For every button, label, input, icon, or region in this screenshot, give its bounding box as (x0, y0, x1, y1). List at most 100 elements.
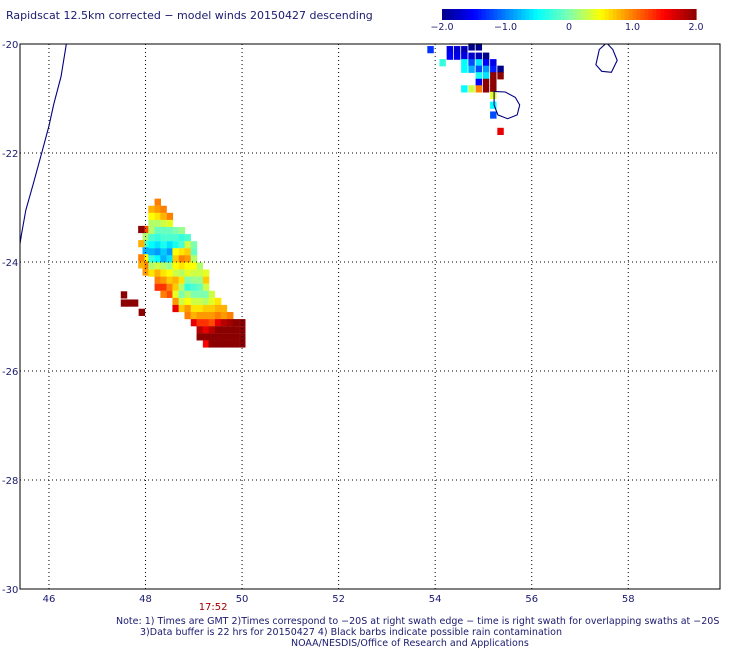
wind-cell (196, 276, 204, 284)
wind-cell (482, 78, 490, 86)
wind-cell (497, 65, 504, 73)
colorbar-segment (497, 9, 503, 20)
wind-cell (120, 291, 128, 299)
wind-cell (148, 219, 155, 228)
lat-tick-label: -30 (2, 585, 18, 596)
wind-cell (160, 248, 167, 256)
wind-cell (482, 72, 490, 80)
wind-cell (166, 262, 174, 270)
lat-tick-label: -22 (2, 149, 18, 160)
wind-cell (148, 241, 155, 249)
wind-cell (138, 240, 145, 248)
wind-cell (239, 319, 246, 327)
colorbar-segment (505, 9, 511, 20)
wind-cell (202, 276, 210, 284)
colorbar-segment (477, 9, 483, 20)
colorbar-segment (660, 9, 665, 20)
colorbar-segment (652, 9, 657, 20)
wind-cell (148, 212, 155, 221)
wind-cell (220, 326, 228, 334)
wind-cell (166, 241, 174, 249)
wind-cell (446, 46, 454, 54)
colorbar-segment (529, 9, 534, 20)
wind-cell (148, 226, 155, 235)
wind-cell (148, 234, 155, 242)
wind-cell (160, 226, 167, 235)
wind-cell (468, 59, 475, 67)
wind-cell (154, 198, 162, 206)
wind-cell (190, 276, 198, 284)
colorbar-segment (648, 9, 653, 20)
wind-cell (178, 290, 186, 298)
wind-cell (120, 299, 128, 307)
coastline-reunion (493, 90, 521, 120)
wind-cell (178, 276, 186, 284)
wind-cell (461, 52, 468, 60)
lon-tick-label: 48 (139, 594, 152, 605)
wind-cell (154, 276, 162, 284)
wind-cell (138, 254, 145, 262)
wind-cell (154, 248, 162, 256)
note-line-3: NOAA/NESDIS/Office of Research and Appli… (291, 638, 529, 649)
swath-time-label: 17:52 (199, 602, 228, 613)
wind-cell (148, 255, 155, 263)
map-title: Rapidscat 12.5km corrected − model winds… (6, 9, 373, 22)
wind-cell (166, 276, 174, 284)
colorbar-segment (676, 9, 681, 20)
wind-cell (490, 91, 497, 100)
wind-cell (196, 269, 204, 277)
wind-cell (482, 65, 490, 73)
wind-cell (154, 234, 162, 242)
wind-cell (178, 234, 186, 242)
colorbar-segment (525, 9, 530, 20)
colorbar-segment (461, 9, 467, 20)
wind-cell (190, 297, 198, 306)
colorbar-segment (608, 9, 614, 20)
wind-cell (232, 340, 240, 348)
colorbar-segment (680, 9, 685, 20)
wind-cell (160, 290, 167, 298)
wind-cell (226, 340, 234, 348)
colorbar-segment (445, 9, 451, 20)
wind-cell (148, 205, 155, 213)
colorbar-segment (636, 9, 642, 20)
wind-cell (178, 262, 186, 270)
wind-cell (208, 333, 216, 341)
colorbar-segment (616, 9, 622, 20)
wind-cell (475, 72, 483, 80)
note-line-1: Note: 1) Times are GMT 2)Times correspon… (116, 616, 720, 627)
wind-cell (184, 262, 191, 270)
lat-tick-label: -24 (2, 258, 18, 269)
wind-cell (196, 283, 204, 291)
wind-cell (220, 319, 228, 327)
wind-cell (178, 304, 186, 313)
wind-cell (475, 43, 483, 51)
wind-cell (154, 241, 162, 249)
wind-cell (208, 297, 216, 306)
wind-difference-cells (120, 43, 504, 348)
wind-cell (184, 312, 191, 320)
colorbar-segment (644, 9, 649, 20)
colorbar-segment (672, 9, 677, 20)
wind-cell (196, 290, 204, 298)
colorbar-segment (545, 9, 550, 20)
wind-cell (202, 304, 210, 313)
wind-cell (131, 299, 139, 307)
wind-cell (166, 283, 174, 291)
wind-cell (190, 241, 198, 249)
wind-cell (160, 212, 167, 221)
wind-cell (232, 319, 240, 327)
colorbar-segment (533, 9, 538, 20)
colorbar-segment (473, 9, 479, 20)
wind-cell (208, 304, 216, 313)
wind-cell (490, 72, 497, 80)
wind-cell (468, 65, 475, 73)
wind-cell (239, 340, 246, 348)
wind-cell (138, 261, 145, 269)
wind-cell (160, 255, 167, 263)
wind-cell (154, 226, 162, 235)
wind-cell (202, 326, 210, 334)
wind-cell (184, 290, 191, 298)
wind-cell (468, 43, 475, 51)
wind-cell (154, 255, 162, 263)
